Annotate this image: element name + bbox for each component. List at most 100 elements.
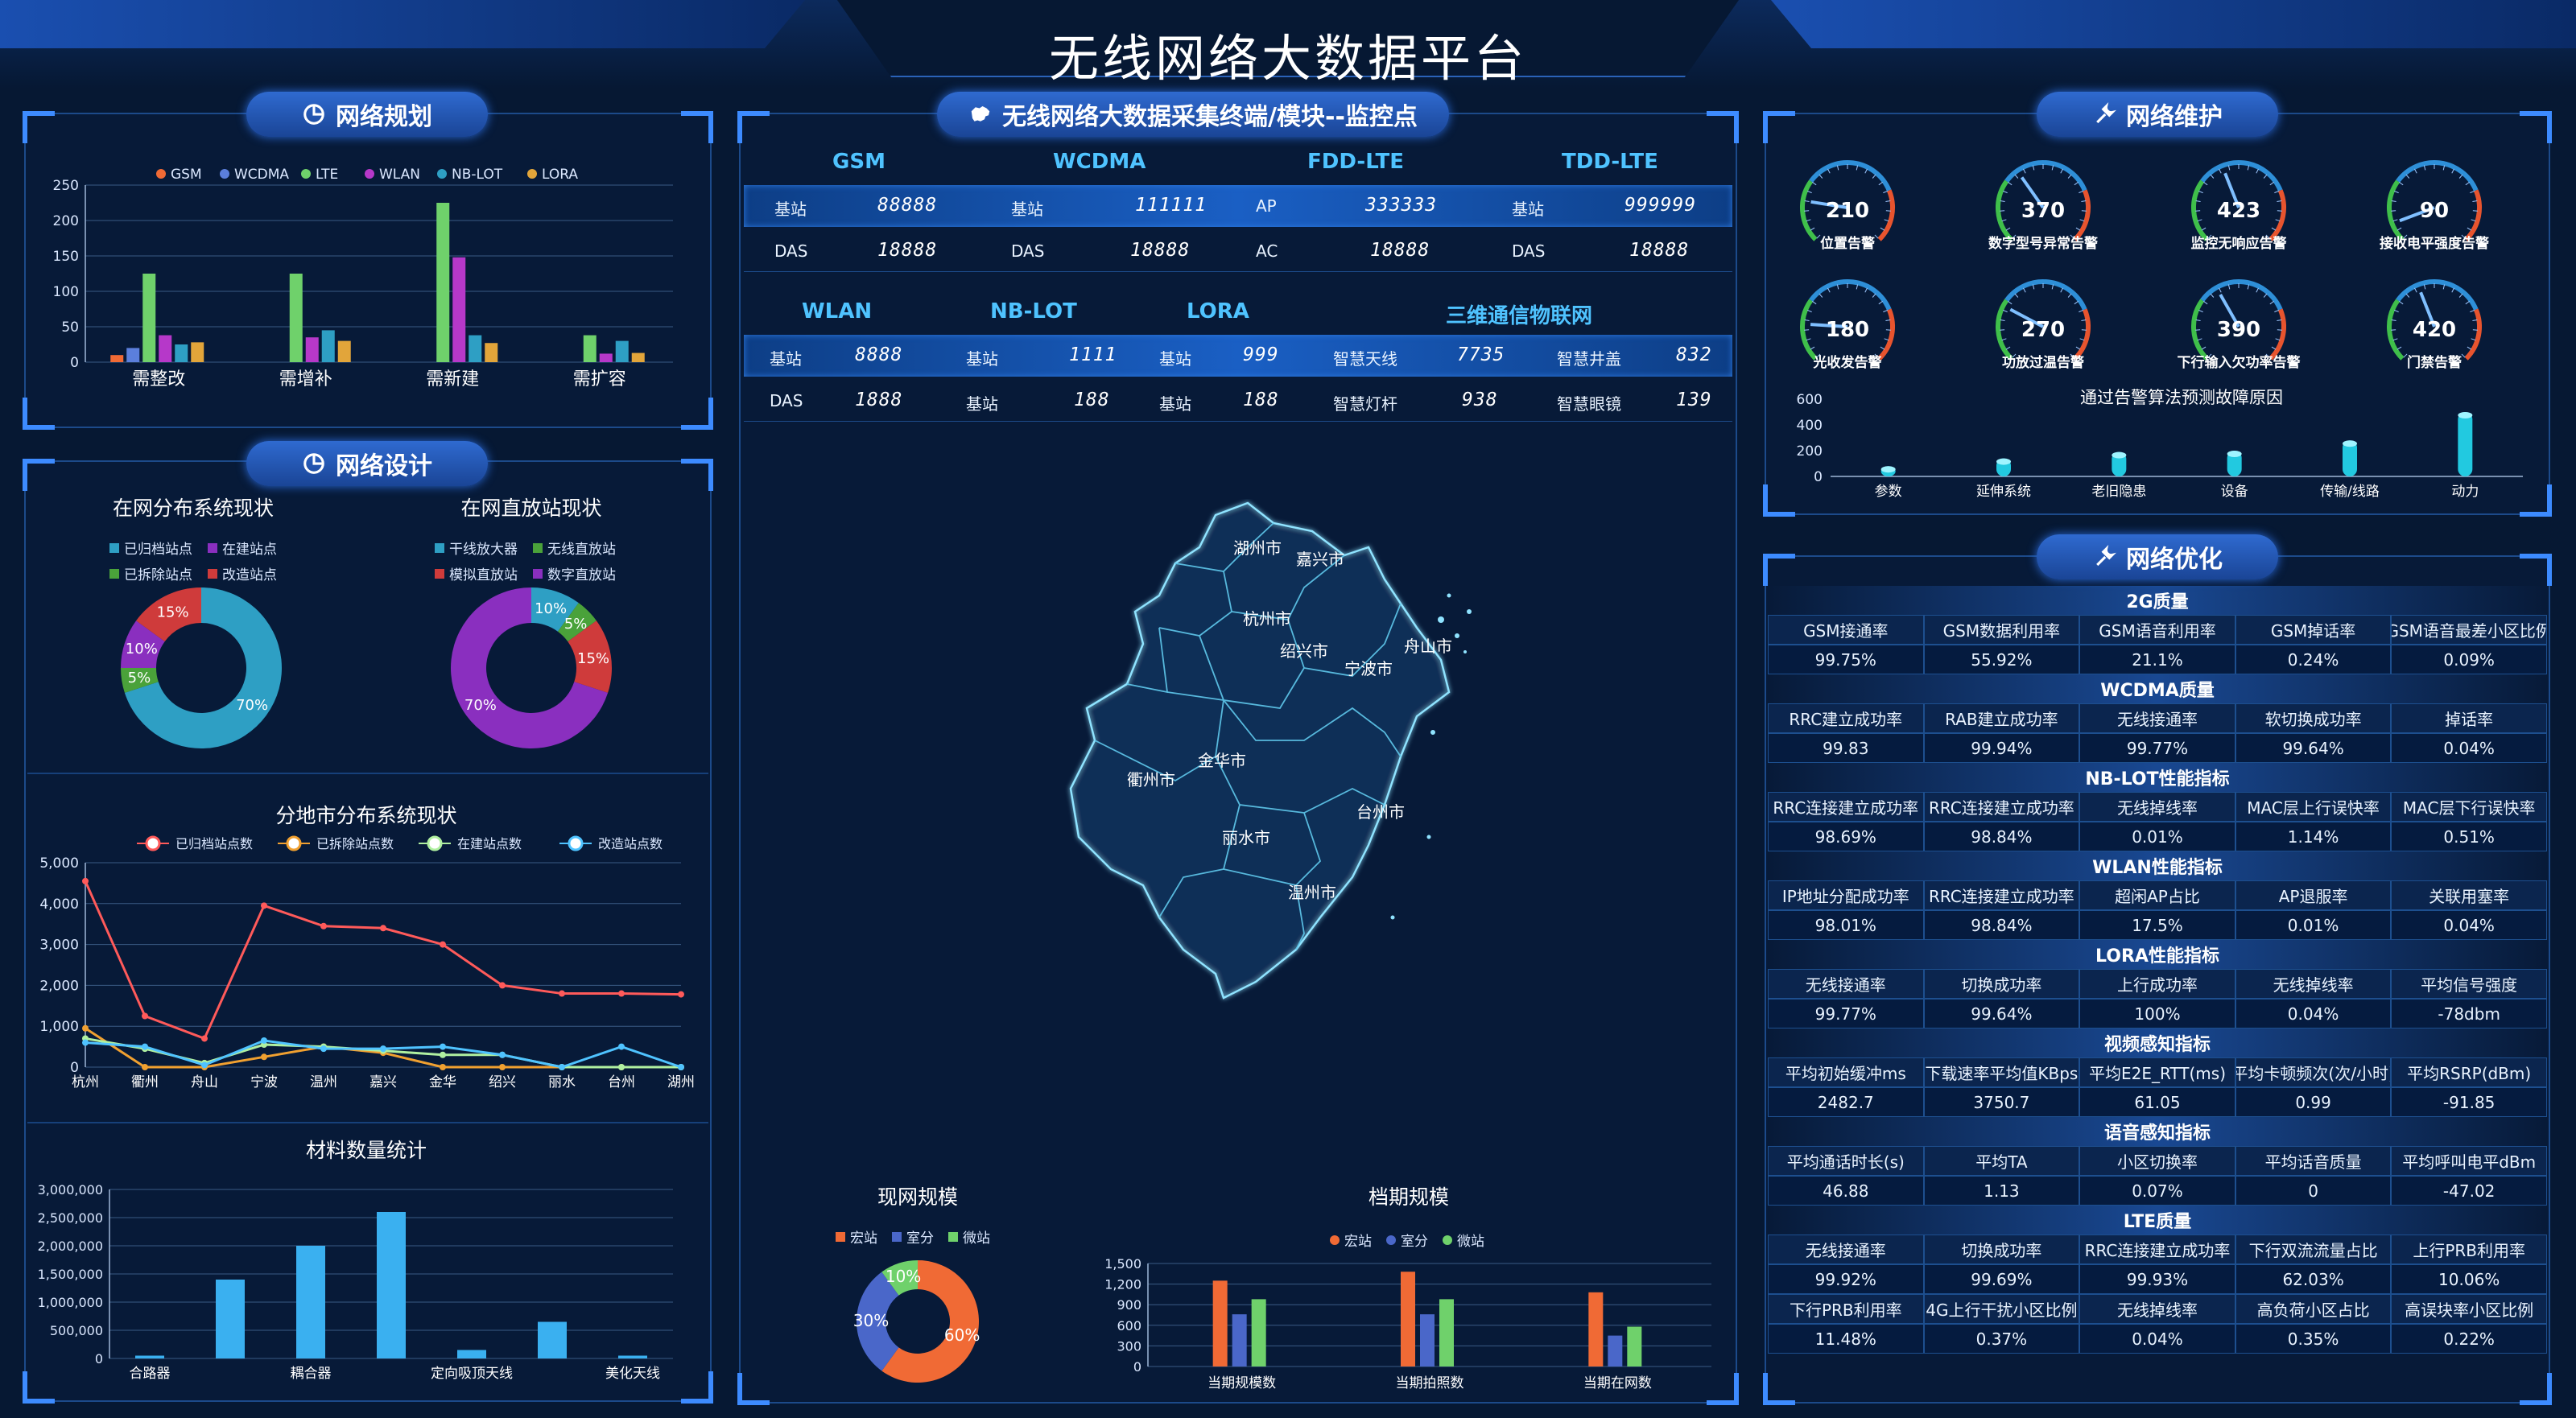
- monitor-row-highlight: [744, 335, 1732, 377]
- fault-bar-cap: [2458, 412, 2473, 418]
- gauge-tick: [1883, 309, 1889, 313]
- city-label: 台州市: [1356, 802, 1405, 822]
- city-label: 舟山市: [1404, 637, 1452, 656]
- gauge-tick: [2070, 353, 2074, 358]
- cell-value: 938: [1462, 390, 1498, 410]
- bar-series: [1420, 1314, 1435, 1366]
- gauge-tick: [2405, 174, 2410, 179]
- gauge-tick: [1818, 174, 1823, 179]
- gauge-tick: [2461, 353, 2466, 358]
- gauge-tick: [2467, 346, 2472, 350]
- data-point: [201, 1061, 208, 1069]
- metric-value: -78dbm: [2391, 999, 2547, 1028]
- archive-bar-chart: 0 300 600 900 1,200 1,500 当期规模数 当期拍照数 当期在网数: [1104, 1256, 1711, 1391]
- gauge-arc: [2200, 279, 2283, 311]
- bar-series: [1608, 1335, 1623, 1366]
- section-title: 语音感知指标: [1768, 1117, 2547, 1146]
- gauge-tick: [2227, 165, 2231, 171]
- table-row: 11.48% 0.37% 0.04% 0.35% 0.22%: [1768, 1324, 2547, 1354]
- metric-value: 98.01%: [1768, 910, 1924, 940]
- metric-value: 0.51%: [2391, 822, 2547, 851]
- head-gsm: GSM: [832, 150, 886, 174]
- cell-label: 智慧灯杆: [1333, 394, 1397, 414]
- data-point: [618, 1064, 625, 1070]
- metric-value: 0.04%: [2235, 999, 2392, 1028]
- metric-value: 99.64%: [1923, 999, 2080, 1028]
- gauge-tick: [2256, 287, 2259, 293]
- pie-chart-icon: [303, 453, 324, 474]
- x-tick-label: 当期规模数: [1208, 1375, 1276, 1391]
- gauge-value: 420: [2413, 318, 2456, 342]
- gauge-tick: [2263, 293, 2268, 298]
- bar-wcdma: [126, 348, 140, 362]
- metric-value: 1.14%: [2235, 822, 2392, 851]
- legend-marker: [286, 835, 302, 851]
- metric-name: 切换成功率: [1923, 969, 2080, 999]
- table-row: 下行PRB利用率 4G上行干扰小区比例 无线掉线率 高负荷小区占比 高误块率小区比例: [1768, 1294, 2547, 1324]
- gauge-tick: [2269, 181, 2274, 186]
- cell-label: DAS: [1512, 241, 1546, 261]
- x-tick-label: 需扩容: [573, 369, 626, 390]
- gauge-tick: [2451, 168, 2454, 174]
- y-tick-label: 50: [61, 319, 79, 336]
- legend-label: WLAN: [379, 167, 420, 183]
- bar-lora: [485, 343, 498, 362]
- bar-lte: [289, 274, 303, 362]
- cell-label: 基站: [1159, 349, 1191, 369]
- gauge-tick: [2458, 293, 2463, 298]
- legend-marker: [437, 169, 447, 179]
- gauge-arc: [1877, 308, 1895, 361]
- table-row: GSM接通率 GSM数据利用率 GSM语音利用率 GSM掉话率 GSM语音最差小区比例: [1768, 615, 2547, 645]
- head-lora: LORA: [1187, 299, 1249, 324]
- gauge-tick: [2197, 338, 2202, 341]
- bar-nb-lot: [321, 330, 335, 362]
- metric-value: 0.07%: [2079, 1176, 2235, 1206]
- y-tick-label: 2,000,000: [38, 1239, 103, 1254]
- cell-value: 333333: [1365, 195, 1438, 216]
- fault-bar: [2227, 451, 2242, 476]
- cell-label: 智慧眼镜: [1557, 394, 1621, 414]
- gauge-arc: [2073, 189, 2091, 241]
- gauge-arc: [1877, 189, 1895, 241]
- material-bar: [135, 1355, 164, 1358]
- gauge-tick: [2265, 353, 2270, 358]
- metric-name: 平均E2E_RTT(ms): [2079, 1057, 2235, 1087]
- gauge-arc: [2387, 179, 2405, 241]
- city-label: 金华市: [1198, 751, 1246, 770]
- metric-value: 99.77%: [1768, 999, 1924, 1028]
- gauge-label: 光收发告警: [1813, 354, 1882, 371]
- city-label: 杭州市: [1243, 609, 1291, 629]
- section-title: LORA性能指标: [1768, 940, 2547, 969]
- metric-name: 无线掉线率: [2079, 792, 2235, 822]
- x-tick-label: 延伸系统: [1976, 484, 2031, 500]
- gauge-tick: [2198, 309, 2203, 313]
- gauge-tick: [1804, 319, 1810, 321]
- section-title: 2G质量: [1768, 586, 2547, 615]
- material-bar: [538, 1321, 567, 1358]
- gauge-label: 数字型号异常告警: [1988, 235, 2098, 252]
- head-wcdma: WCDMA: [1053, 150, 1146, 174]
- gauge-tick: [1883, 190, 1889, 194]
- head-tdd-lte: TDD-LTE: [1562, 150, 1658, 174]
- donut2-legend-3: 模拟直放站: [435, 563, 518, 583]
- maintenance-panel: [1763, 111, 2552, 517]
- gauge-tick: [1880, 346, 1885, 350]
- y-tick-label: 3,000: [39, 938, 79, 954]
- gauge-arc: [2396, 279, 2479, 311]
- gauge-tick: [2265, 234, 2270, 239]
- gauge-tick: [2472, 200, 2478, 202]
- gauge-needle: [1810, 200, 1848, 209]
- table-row: RRC建立成功率 RAB建立成功率 无线接通率 软切换成功率 掉话率: [1768, 703, 2547, 733]
- section-title: WCDMA质量: [1768, 674, 2547, 703]
- metric-value: -91.85: [2391, 1087, 2547, 1117]
- head-iot: 三维通信物联网: [1446, 304, 1593, 328]
- gauge-tick: [1812, 300, 1817, 305]
- table-row: 99.75% 55.92% 21.1% 0.24% 0.09%: [1768, 645, 2547, 674]
- gauge-tick: [2079, 190, 2084, 194]
- data-point: [320, 922, 327, 930]
- cell-label: 基站: [966, 394, 998, 414]
- line-chart-title: 分地市分布系统现状: [275, 804, 457, 827]
- gauge-tick: [1816, 234, 1821, 239]
- planning-panel: [23, 111, 713, 430]
- gauge-tick: [2423, 284, 2426, 290]
